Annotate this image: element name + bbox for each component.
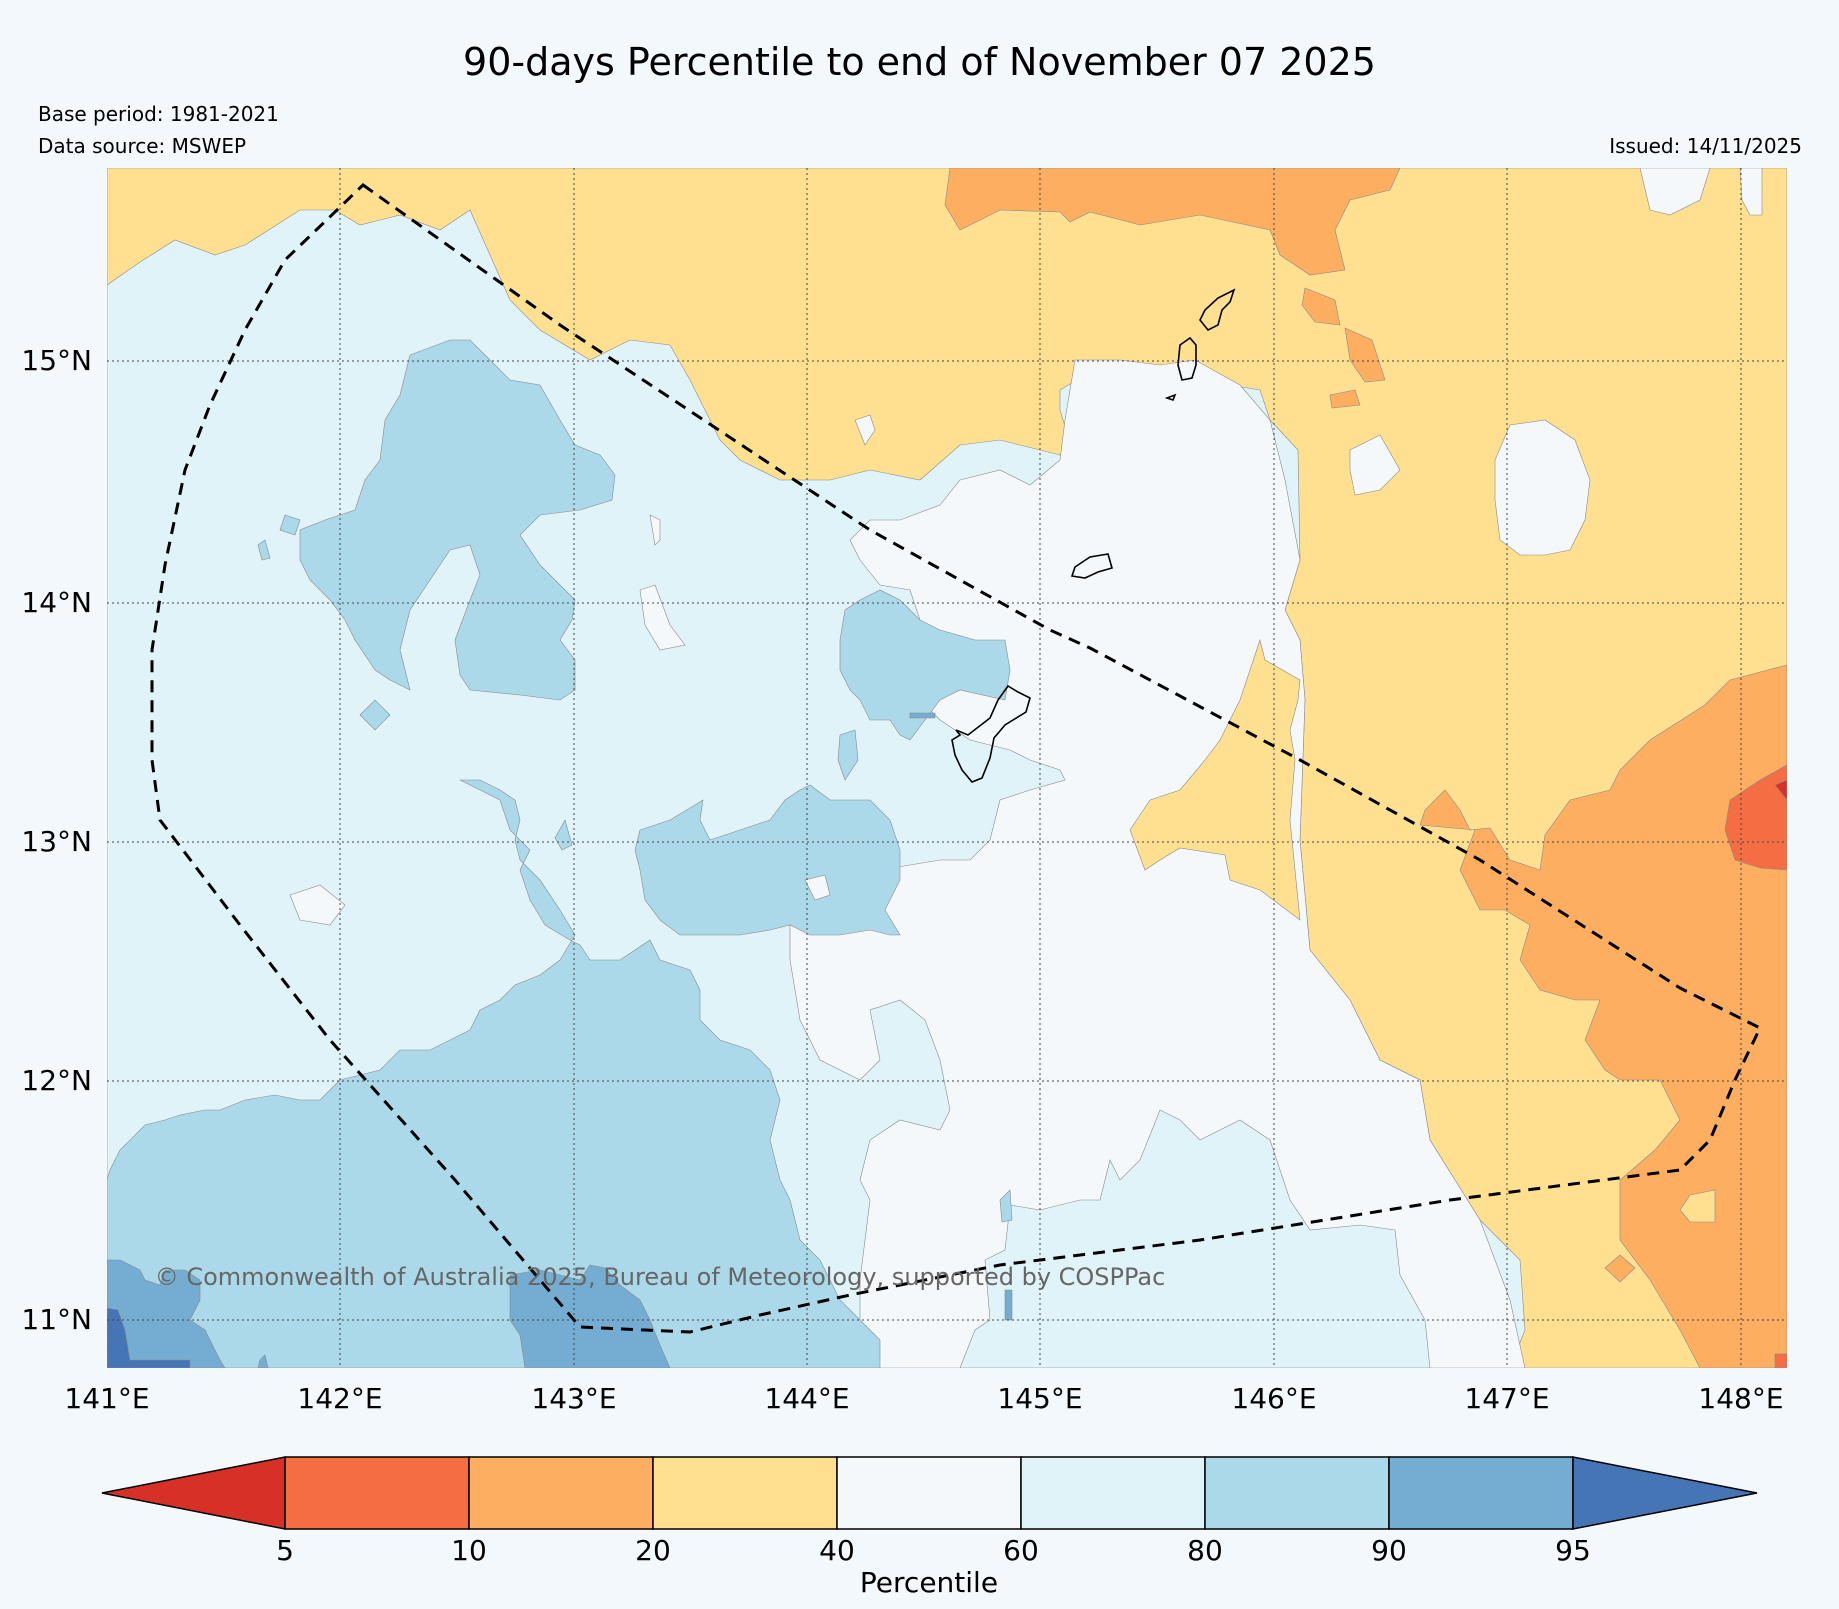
map-title: 90-days Percentile to end of November 07… (463, 40, 1376, 84)
band-80-90-region (634, 784, 901, 936)
latitude-labels: 15°N 14°N 13°N 12°N 11°N (21, 344, 92, 1336)
band-80-90-region (257, 539, 271, 561)
base-period: Base period: 1981-2021 (38, 102, 279, 126)
eez-boundary (150, 183, 1762, 1334)
data-source: Data source: MSWEP (38, 134, 247, 158)
lon-label: 148°E (1698, 1382, 1783, 1415)
colorbar-tick: 95 (1555, 1534, 1591, 1567)
lon-label: 146°E (1231, 1382, 1316, 1415)
band-10-20-region (944, 168, 1401, 276)
colorbar-swatch (284, 1456, 470, 1530)
island-outlines (951, 288, 1236, 783)
lat-label: 13°N (21, 825, 92, 858)
lon-label: 141°E (64, 1382, 149, 1415)
band-80-90-region (999, 1189, 1013, 1223)
island-aguijan (1164, 393, 1177, 401)
colorbar-swatch (1020, 1456, 1206, 1530)
colorbar-label: Percentile (860, 1566, 998, 1599)
band-below-5-region (1774, 779, 1787, 801)
band-10-20-region (1604, 1254, 1636, 1283)
colorbar-swatch (836, 1456, 1022, 1530)
colorbar-tick: 5 (276, 1534, 294, 1567)
colorbar-over-triangle (1572, 1456, 1758, 1530)
island-saipan (1199, 288, 1236, 332)
band-80-90-region (839, 589, 1011, 741)
band-90-95-region (1004, 1289, 1013, 1321)
graticule (107, 168, 1787, 1368)
colorbar-swatch (1388, 1456, 1574, 1530)
band-10-20-region (1344, 327, 1386, 383)
lon-label: 143°E (531, 1382, 616, 1415)
copyright-notice: © Commonwealth of Australia 2025, Bureau… (155, 1263, 1166, 1291)
longitude-labels: 141°E 142°E 143°E 144°E 145°E 146°E 147°… (64, 1382, 1783, 1415)
band-40-60-region (649, 514, 661, 546)
band-40-60-region (1494, 419, 1591, 556)
lat-label: 15°N (21, 344, 92, 377)
colorbar-swatch (1204, 1456, 1390, 1530)
band-80-90-region (279, 514, 301, 536)
band-90-95-region (257, 1354, 269, 1368)
band-80-90-region (299, 339, 616, 701)
lat-label: 14°N (21, 586, 92, 619)
colorbar-tick: 10 (451, 1534, 487, 1567)
band-5-10-region (1774, 1353, 1787, 1368)
colorbar-swatch (652, 1456, 838, 1530)
band-80-90-region (837, 729, 859, 781)
lat-label: 11°N (21, 1303, 92, 1336)
lon-label: 147°E (1464, 1382, 1549, 1415)
lat-label: 12°N (21, 1064, 92, 1097)
band-40-60-region (1739, 168, 1763, 216)
band-above-95-region (107, 1307, 191, 1368)
lon-label: 144°E (764, 1382, 849, 1415)
band-90-95-region (107, 1259, 226, 1368)
island-tinian (1177, 336, 1197, 381)
band-40-60-region (854, 414, 876, 446)
colorbar-ticks: 5 10 20 40 60 80 90 95 Percentile (276, 1534, 1591, 1599)
band-40-60-region (1349, 434, 1401, 496)
lon-label: 145°E (997, 1382, 1082, 1415)
band-10-20-region (1301, 287, 1341, 326)
band-10-20-region (1419, 664, 1787, 1368)
band-20-40-region (1679, 1189, 1716, 1223)
band-40-60-region (639, 584, 686, 651)
band-40-60-region (804, 874, 831, 901)
band-40-60-region (289, 884, 346, 926)
issued-date: Issued: 14/11/2025 (1609, 134, 1802, 158)
lon-label: 142°E (297, 1382, 382, 1415)
colorbar-swatch (468, 1456, 654, 1530)
colorbar-under-triangle (101, 1456, 286, 1530)
band-90-95-region (909, 712, 936, 719)
colorbar-tick: 80 (1187, 1534, 1223, 1567)
band-10-20-region (1329, 389, 1361, 409)
band-80-90-region (359, 699, 391, 731)
colorbar (101, 1456, 1758, 1530)
colorbar-tick: 90 (1371, 1534, 1407, 1567)
colorbar-tick: 40 (819, 1534, 855, 1567)
island-guam (951, 684, 1031, 783)
band-40-60-region (1639, 168, 1711, 216)
island-rota (1070, 553, 1113, 579)
band-20-40-region (1129, 638, 1301, 921)
band-80-90-region (107, 779, 881, 1368)
colorbar-tick: 20 (635, 1534, 671, 1567)
colorbar-tick: 60 (1003, 1534, 1039, 1567)
